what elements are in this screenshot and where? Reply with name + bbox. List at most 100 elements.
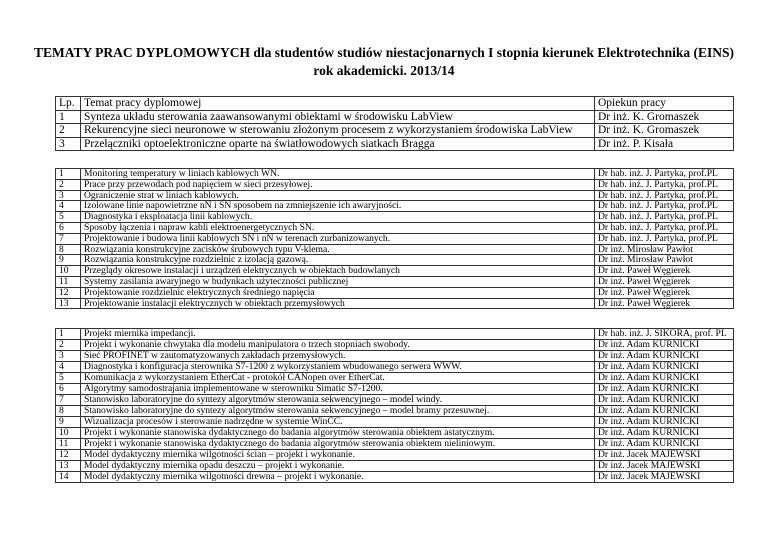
cell-supervisor: Dr hab. inż. J. Partyka, prof.PL [594,221,734,234]
cell-topic: Ograniczenie strat w liniach kablowych. [80,189,595,202]
cell-lp: 11 [55,275,81,288]
cell-topic: Projekt i wykonanie stanowiska dydaktycz… [80,438,595,450]
table-row: 3 Sieć PROFINET w zautomatyzowanych zakła… [55,350,734,362]
table-row: 5 Diagnostyka i eksploatacja linii kablow… [55,211,734,223]
cell-lp: 3 [55,136,81,151]
cell-lp: 11 [55,438,81,450]
cell-supervisor: Dr inż. Jacek MAJEWSKI [594,471,734,483]
table-row: 3 Ograniczenie strat w liniach kablowych.… [55,189,734,202]
table-row: 11 Projekt i wykonanie stanowiska dydakty… [55,438,734,450]
topics-table-3: 1 Projekt miernika impedancji. Dr hab. inż… [55,328,734,483]
cell-lp: 9 [55,254,81,267]
cell-supervisor: Dr hab. inż. J. Partyka, prof.PL [594,168,734,180]
cell-topic: Przeglądy okresowe instalacji i urządzeń… [80,265,595,277]
header-lp: Lp. [55,96,81,111]
cell-topic: Projekt i wykonanie chwytaka dla modelu … [80,339,595,351]
cell-lp: 13 [55,460,81,472]
cell-lp: 10 [55,427,81,439]
table-row: 12 Projektowanie rozdzielnic elektrycznyc… [55,286,734,299]
cell-lp: 2 [55,339,81,351]
table-row: 7 Stanowisko laboratoryjne do syntezy alg… [55,394,734,406]
table-row: 4 Izolowane linie napowietrzne nN i SN sp… [55,200,734,213]
cell-supervisor: Dr hab. inż. J. Partyka, prof.PL [594,232,734,245]
cell-supervisor: Dr inż. Paweł Węgierek [594,286,734,299]
cell-supervisor: Dr inż. P. Kisała [594,136,734,151]
topics-table-1: Lp. Temat pracy dyplomowej Opiekun pracy… [55,96,734,151]
cell-supervisor: Dr inż. Adam KURNICKI [594,361,734,373]
cell-lp: 12 [55,449,81,461]
cell-lp: 3 [55,350,81,362]
cell-topic: Sieć PROFINET w zautomatyzowanych zakład… [80,350,595,362]
cell-lp: 13 [55,297,81,310]
cell-topic: Sposoby łączenia i napraw kabli elektroe… [80,221,595,234]
cell-lp: 12 [55,286,81,299]
cell-supervisor: Dr hab. inż. J. Partyka, prof.PL [594,200,734,213]
cell-supervisor: Dr inż. Adam KURNICKI [594,350,734,362]
cell-lp: 4 [55,361,81,373]
cell-lp: 6 [55,221,81,234]
cell-supervisor: Dr inż. Adam KURNICKI [594,394,734,406]
cell-topic: Synteza układu sterowania zaawansowanymi… [80,109,595,124]
cell-topic: Projekt i wykonanie stanowiska dydaktycz… [80,427,595,439]
table-row: 2 Rekurencyjne sieci neuronowe w sterowan… [55,123,734,138]
table-row: 3 Przełączniki optoelektroniczne oparte n… [55,136,734,151]
cell-lp: 2 [55,178,81,191]
cell-topic: Systemy zasilania awaryjnego w budynkach… [80,275,595,288]
cell-topic: Rozwiązania konstrukcyjne rozdzielnic z … [80,254,595,267]
cell-topic: Komunikacja z wykorzystaniem EtherCat - … [80,372,595,384]
table-row: 8 Rozwiązania konstrukcyjne zacisków śrub… [55,243,734,256]
cell-supervisor: Dr inż. Adam KURNICKI [594,405,734,417]
cell-lp: 14 [55,471,81,483]
table-row: 2 Prace przy przewodach pod napięciem w s… [55,178,734,191]
cell-lp: 1 [55,168,81,180]
header-supervisor: Opiekun pracy [594,96,734,111]
table-row: 9 Wizualizacja procesów i sterowanie nadr… [55,416,734,428]
cell-lp: 5 [55,211,81,223]
cell-topic: Stanowisko laboratoryjne do syntezy algo… [80,394,595,406]
cell-lp: 5 [55,372,81,384]
cell-topic: Projektowanie i budowa linii kablowych S… [80,232,595,245]
cell-supervisor: Dr inż. Adam KURNICKI [594,372,734,384]
cell-supervisor: Dr inż. Mirosław Pawłot [594,243,734,256]
cell-supervisor: Dr inż. Jacek MAJEWSKI [594,460,734,472]
table-row: 5 Komunikacja z wykorzystaniem EtherCat -… [55,372,734,384]
cell-topic: Diagnostyka i konfiguracja sterownika S7… [80,361,595,373]
table-row: 6 Algorytmy samodostrajania implementowan… [55,383,734,395]
cell-topic: Algorytmy samodostrajania implementowane… [80,383,595,395]
cell-topic: Diagnostyka i eksploatacja linii kablowy… [80,211,595,223]
cell-lp: 4 [55,200,81,213]
cell-topic: Prace przy przewodach pod napięciem w si… [80,178,595,191]
table-row: 11 Systemy zasilania awaryjnego w budynka… [55,275,734,288]
table-row: 1 Projekt miernika impedancji. Dr hab. inż… [55,328,734,340]
cell-lp: 1 [55,109,81,124]
document-subtitle: rok akademicki. 2013/14 [313,63,455,78]
topics-table-2: 1 Monitoring temperatury w liniach kablow… [55,168,734,310]
table-row: 10 Przeglądy okresowe instalacji i urządz… [55,265,734,277]
cell-topic: Rekurencyjne sieci neuronowe w sterowani… [80,123,595,138]
table-row: 7 Projektowanie i budowa linii kablowych … [55,232,734,245]
cell-supervisor: Dr inż. Adam KURNICKI [594,438,734,450]
cell-supervisor: Dr inż. Paweł Węgierek [594,275,734,288]
cell-supervisor: Dr hab. inż. J. Partyka, prof.PL [594,211,734,223]
cell-supervisor: Dr inż. Paweł Węgierek [594,297,734,310]
cell-topic: Monitoring temperatury w liniach kablowy… [80,168,595,180]
cell-topic: Przełączniki optoelektroniczne oparte na… [80,136,595,151]
table-row: 1 Synteza układu sterowania zaawansowanym… [55,109,734,124]
table-row: 10 Projekt i wykonanie stanowiska dydakty… [55,427,734,439]
cell-supervisor: Dr hab. inż. J. Partyka, prof.PL [594,178,734,191]
cell-supervisor: Dr inż. K. Gromaszek [594,109,734,124]
table-row: 8 Stanowisko laboratoryjne do syntezy alg… [55,405,734,417]
cell-lp: 8 [55,243,81,256]
table-header-row: Lp. Temat pracy dyplomowej Opiekun pracy [55,96,734,111]
cell-supervisor: Dr inż. Jacek MAJEWSKI [594,449,734,461]
cell-lp: 10 [55,265,81,277]
cell-topic: Model dydaktyczny miernika wilgotności d… [80,471,595,483]
table-row: 2 Projekt i wykonanie chwytaka dla modelu… [55,339,734,351]
table-row: 13 Projektowanie instalacji elektrycznych… [55,297,734,310]
header-topic: Temat pracy dyplomowej [80,96,595,111]
cell-supervisor: Dr inż. Adam KURNICKI [594,427,734,439]
cell-lp: 6 [55,383,81,395]
cell-supervisor: Dr inż. Adam KURNICKI [594,339,734,351]
cell-topic: Izolowane linie napowietrzne nN i SN spo… [80,200,595,213]
table-row: 1 Monitoring temperatury w liniach kablow… [55,168,734,180]
